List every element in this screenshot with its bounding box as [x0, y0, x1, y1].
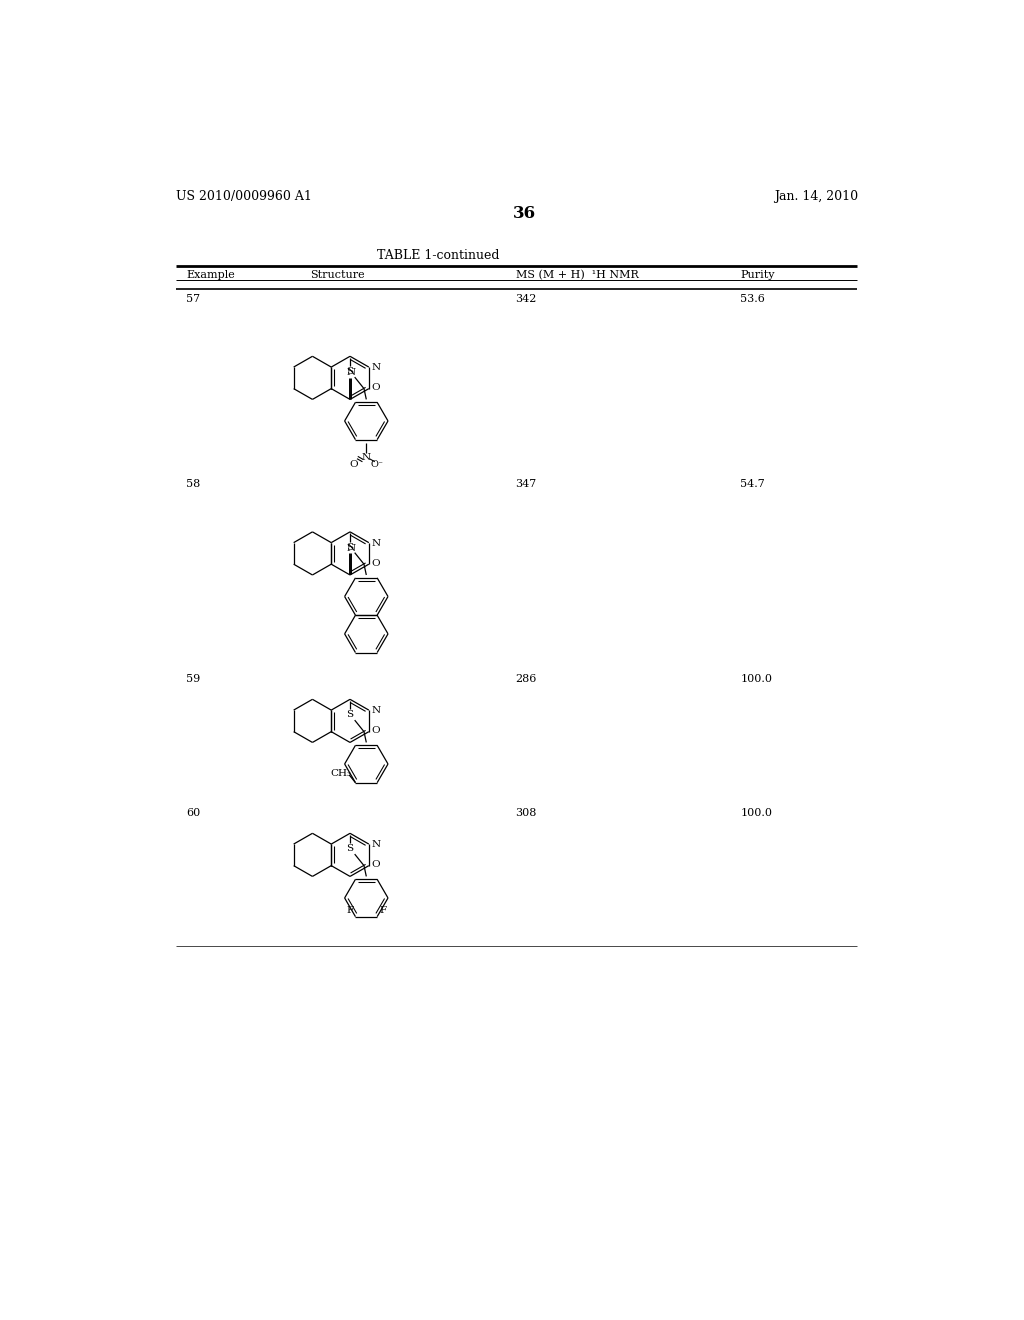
Text: Structure: Structure — [310, 269, 365, 280]
Text: N: N — [371, 841, 380, 849]
Text: US 2010/0009960 A1: US 2010/0009960 A1 — [176, 190, 312, 203]
Text: 53.6: 53.6 — [740, 294, 765, 305]
Text: O: O — [371, 558, 380, 568]
Text: 342: 342 — [515, 294, 537, 305]
Text: 286: 286 — [515, 673, 537, 684]
Text: MS (M + H)  ¹H NMR: MS (M + H) ¹H NMR — [515, 269, 638, 280]
Text: F: F — [346, 906, 353, 915]
Text: N: N — [346, 544, 355, 553]
Text: S: S — [346, 845, 353, 853]
Text: O: O — [371, 861, 380, 870]
Text: O⁻: O⁻ — [371, 459, 384, 469]
Text: CH₃: CH₃ — [331, 770, 351, 777]
Text: S: S — [346, 367, 353, 376]
Text: N: N — [346, 368, 355, 378]
Text: S: S — [346, 710, 353, 719]
Text: O: O — [349, 459, 358, 469]
Text: 308: 308 — [515, 808, 537, 817]
Text: Purity: Purity — [740, 269, 775, 280]
Text: Jan. 14, 2010: Jan. 14, 2010 — [774, 190, 858, 203]
Text: F: F — [380, 906, 387, 915]
Text: 36: 36 — [513, 206, 537, 222]
Text: S: S — [346, 543, 353, 552]
Text: N: N — [361, 453, 371, 462]
Text: 57: 57 — [186, 294, 201, 305]
Text: 347: 347 — [515, 479, 537, 490]
Text: Example: Example — [186, 269, 234, 280]
Text: 59: 59 — [186, 673, 201, 684]
Text: 58: 58 — [186, 479, 201, 490]
Text: N: N — [371, 539, 380, 548]
Text: O: O — [371, 726, 380, 735]
Text: N: N — [371, 363, 380, 372]
Text: 60: 60 — [186, 808, 201, 817]
Text: N: N — [371, 706, 380, 715]
Text: 100.0: 100.0 — [740, 673, 772, 684]
Text: 54.7: 54.7 — [740, 479, 765, 490]
Text: 100.0: 100.0 — [740, 808, 772, 817]
Text: O: O — [371, 383, 380, 392]
Text: TABLE 1-continued: TABLE 1-continued — [377, 249, 500, 261]
